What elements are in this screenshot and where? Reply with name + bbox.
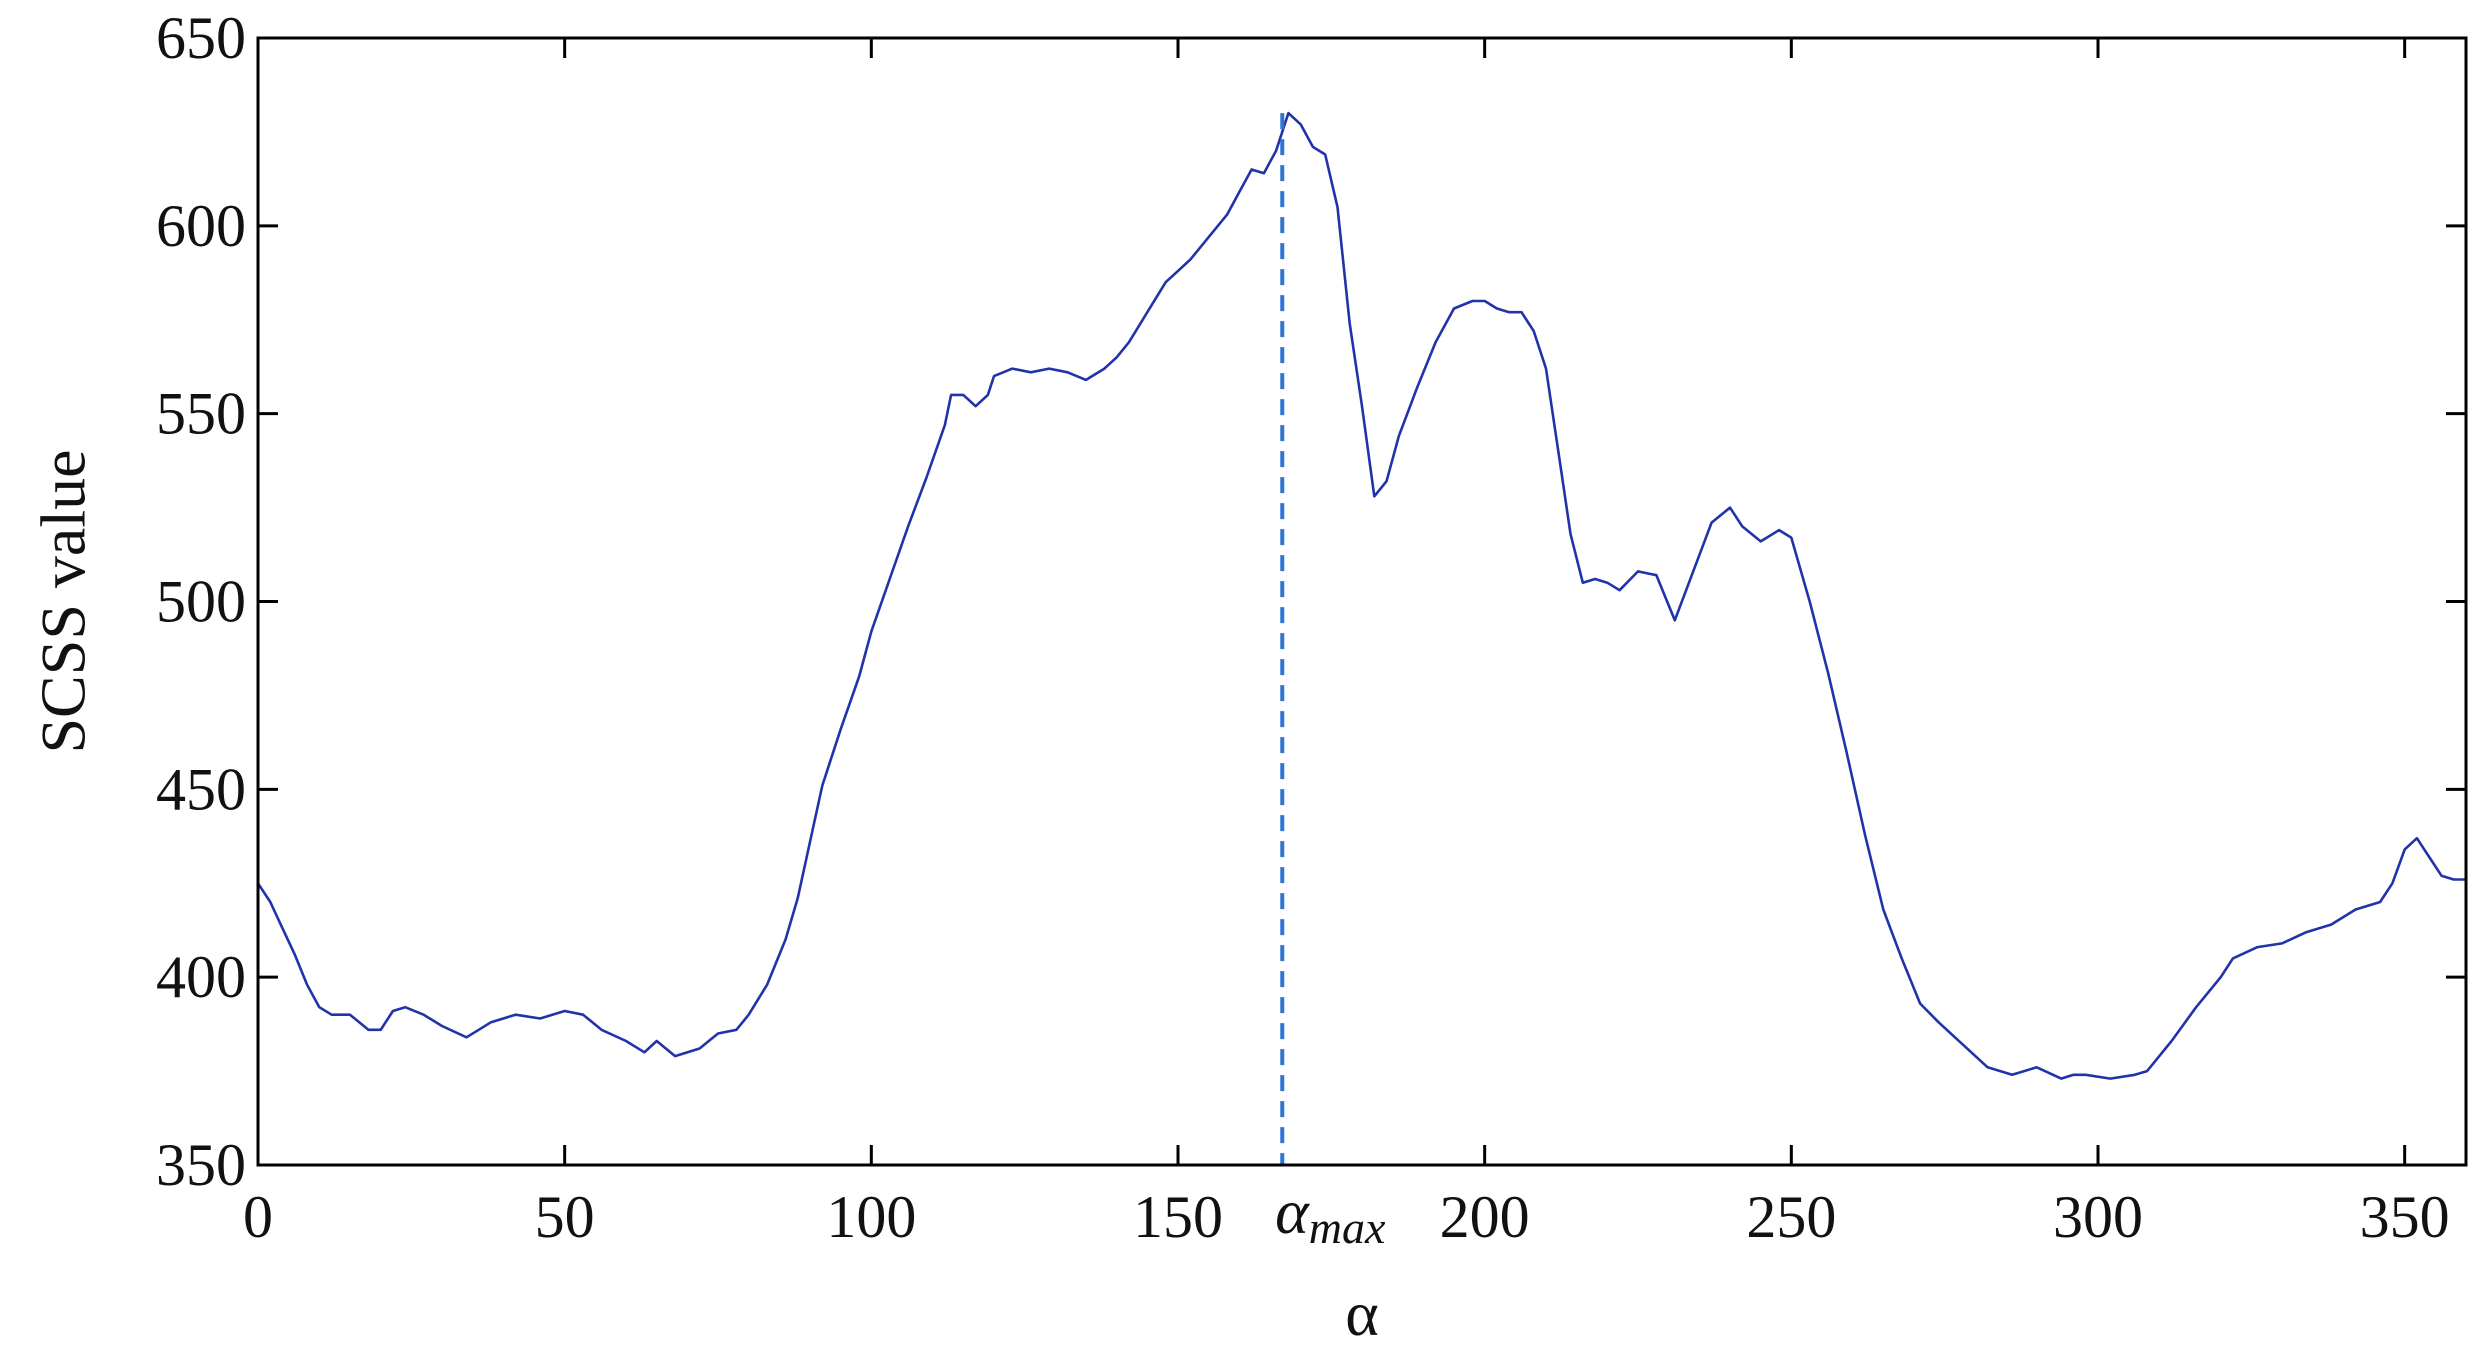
x-tick-label: 150	[1133, 1184, 1223, 1250]
x-tick-label: 250	[1746, 1184, 1836, 1250]
alpha-max-label-base: α	[1275, 1176, 1310, 1247]
series-line	[256, 111, 2468, 1080]
y-tick-label: 650	[156, 5, 246, 71]
x-tick-label: 200	[1440, 1184, 1530, 1250]
y-axis-label: SCSS value	[27, 449, 98, 753]
x-tick-label: 100	[826, 1184, 916, 1250]
y-tick-label: 400	[156, 944, 246, 1010]
x-axis-label: α	[1345, 1278, 1379, 1348]
x-tick-label: 300	[2053, 1184, 2143, 1250]
y-tick-label: 450	[156, 756, 246, 822]
x-tick-label: 350	[2360, 1184, 2450, 1250]
tick-labels: 0 50 100 150 200 250 300 350 350 400 450 500 550 600 6…	[156, 5, 2450, 1250]
y-tick-label: 350	[156, 1132, 246, 1198]
plot-area	[256, 111, 2468, 1165]
x-tick-label: 0	[243, 1184, 273, 1250]
axes-frame	[256, 36, 2468, 1167]
y-tick-label: 500	[156, 569, 246, 635]
x-tick-label: 50	[535, 1184, 595, 1250]
alpha-max-label: αmax	[1275, 1176, 1386, 1253]
alpha-max-label-subscript: max	[1309, 1202, 1386, 1253]
y-tick-label: 550	[156, 381, 246, 447]
y-tick-label: 600	[156, 193, 246, 259]
tick-marks	[256, 36, 2466, 1167]
